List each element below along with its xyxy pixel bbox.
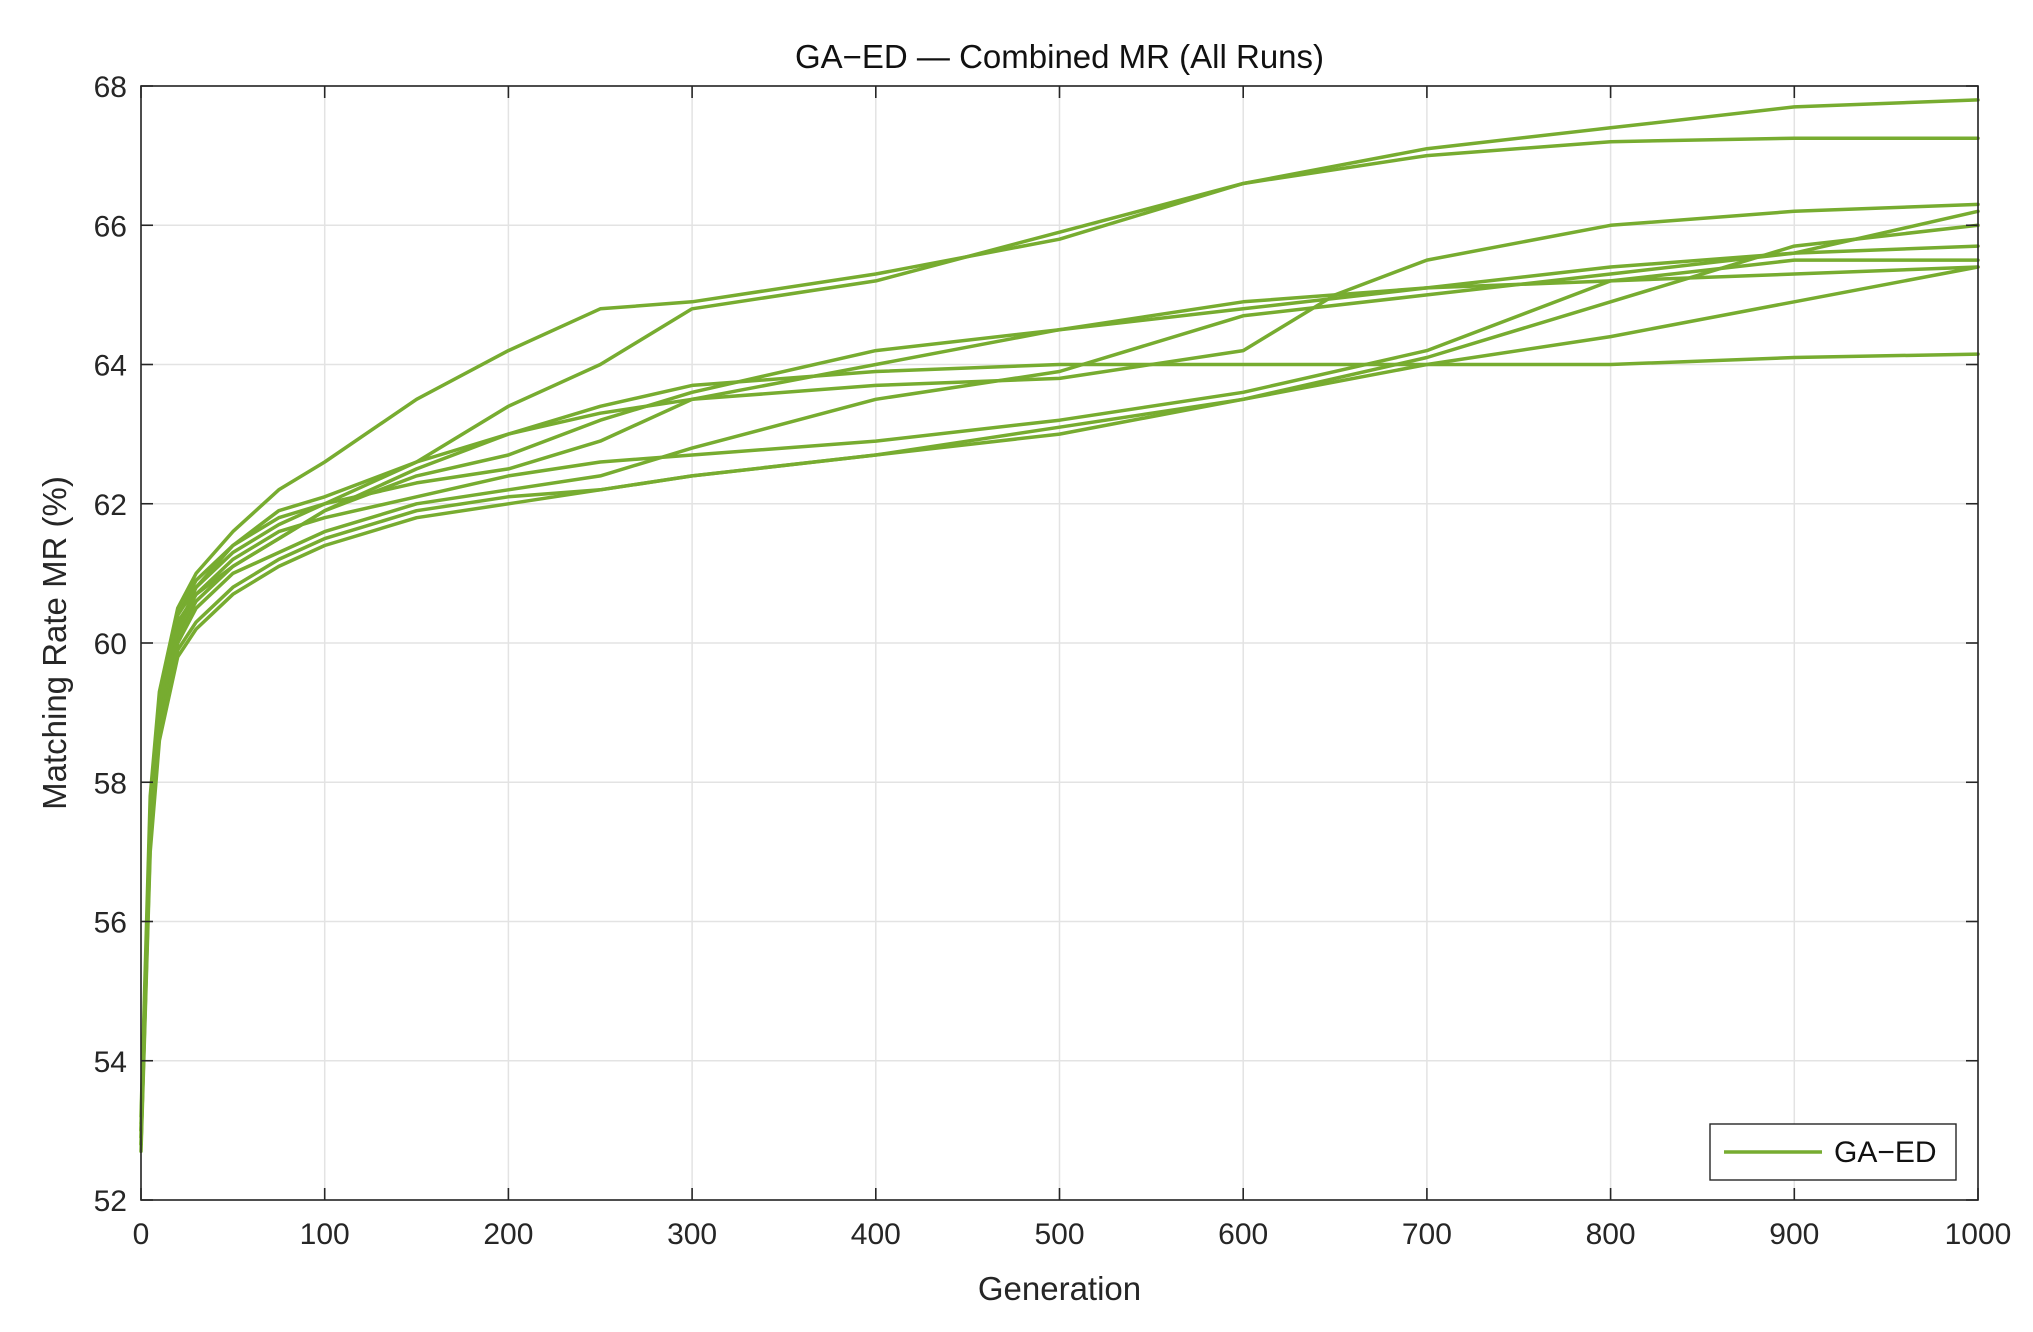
- x-axis-title: Generation: [978, 1270, 1141, 1307]
- x-tick-label: 700: [1402, 1218, 1452, 1251]
- y-tick-label: 64: [94, 350, 127, 383]
- x-tick-label: 600: [1218, 1218, 1268, 1251]
- y-axis-title: Matching Rate MR (%): [36, 476, 73, 810]
- series-line-8: [139, 258, 1980, 1133]
- y-tick-label: 66: [94, 210, 127, 243]
- y-tick-label: 62: [94, 489, 127, 522]
- x-tick-label: 100: [300, 1218, 350, 1251]
- series-line-6: [139, 209, 1980, 1140]
- x-tick-label: 300: [667, 1218, 717, 1251]
- chart-title: GA−ED — Combined MR (All Runs): [795, 38, 1324, 75]
- x-tick-label: 400: [851, 1218, 901, 1251]
- series-line-7: [139, 265, 1980, 1147]
- series-line-4: [139, 352, 1980, 1147]
- y-tick-label: 60: [94, 628, 127, 661]
- tick-layer: 0 100 200 300 400 500 600 700 800 900 1000 52 54 56 58…: [94, 71, 2012, 1251]
- x-tick-label: 900: [1769, 1218, 1819, 1251]
- x-tick-label: 500: [1034, 1218, 1084, 1251]
- x-tick-label: 0: [133, 1218, 150, 1251]
- y-tick-label: 68: [94, 71, 127, 104]
- legend[interactable]: GA−ED: [1709, 1123, 1957, 1181]
- legend-label: GA−ED: [1834, 1136, 1937, 1169]
- x-tick-label: 800: [1586, 1218, 1636, 1251]
- y-tick-label: 56: [94, 907, 127, 940]
- series-layer: [139, 98, 1980, 1154]
- x-tick-label: 200: [483, 1218, 533, 1251]
- y-tick-label: 54: [94, 1046, 127, 1079]
- series-line-2: [139, 98, 1980, 1119]
- series-line-10: [139, 223, 1980, 1154]
- y-tick-label: 58: [94, 767, 127, 800]
- y-tick-label: 52: [94, 1185, 127, 1218]
- series-line-9: [139, 202, 1980, 1133]
- x-tick-label: 1000: [1945, 1218, 2012, 1251]
